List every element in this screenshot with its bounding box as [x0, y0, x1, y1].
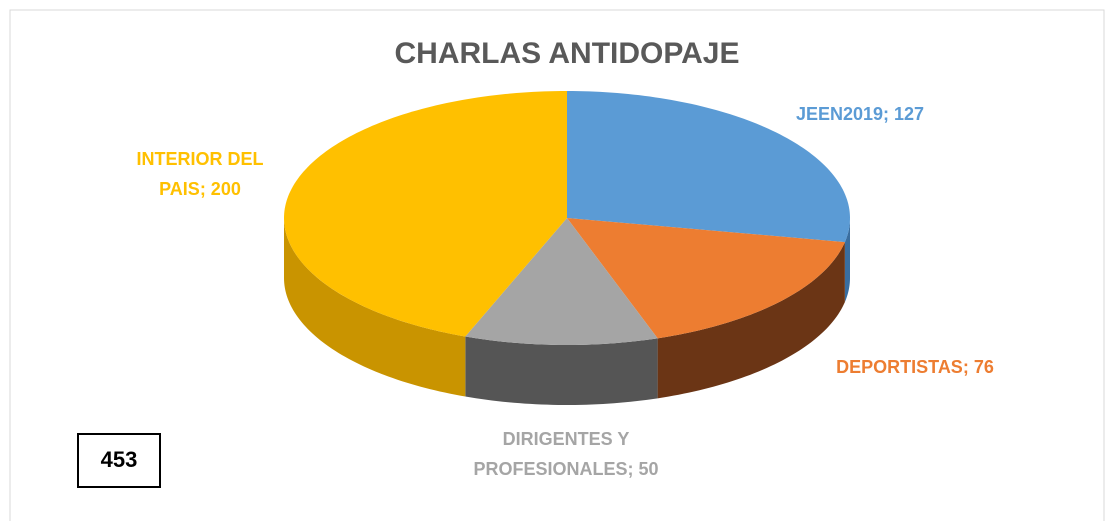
pie-slice [567, 91, 850, 243]
pie-side [465, 336, 658, 405]
pie-side [284, 218, 466, 397]
data-label-line: DIRIGENTES Y [503, 429, 630, 449]
pie-slice [284, 91, 567, 337]
chart-title: CHARLAS ANTIDOPAJE [394, 37, 739, 70]
data-label-line: PROFESIONALES; 50 [473, 459, 658, 479]
data-label-line: INTERIOR DEL [136, 149, 263, 169]
pie-side [657, 242, 845, 399]
data-label: DIRIGENTES Y PROFESIONALES; 50 [473, 429, 658, 479]
pie-slice [465, 218, 658, 345]
data-label: JEEN2019; 127 [796, 104, 924, 124]
total-label: 453 [101, 447, 138, 472]
data-label-line: DEPORTISTAS; 76 [836, 357, 994, 377]
pie-side [844, 218, 850, 303]
data-label-line: JEEN2019; 127 [796, 104, 924, 124]
total-box [77, 433, 161, 488]
pie-slice [567, 218, 845, 339]
data-label: INTERIOR DEL PAIS; 200 [136, 149, 263, 199]
data-label: DEPORTISTAS; 76 [836, 357, 994, 377]
data-label-line: PAIS; 200 [159, 179, 241, 199]
